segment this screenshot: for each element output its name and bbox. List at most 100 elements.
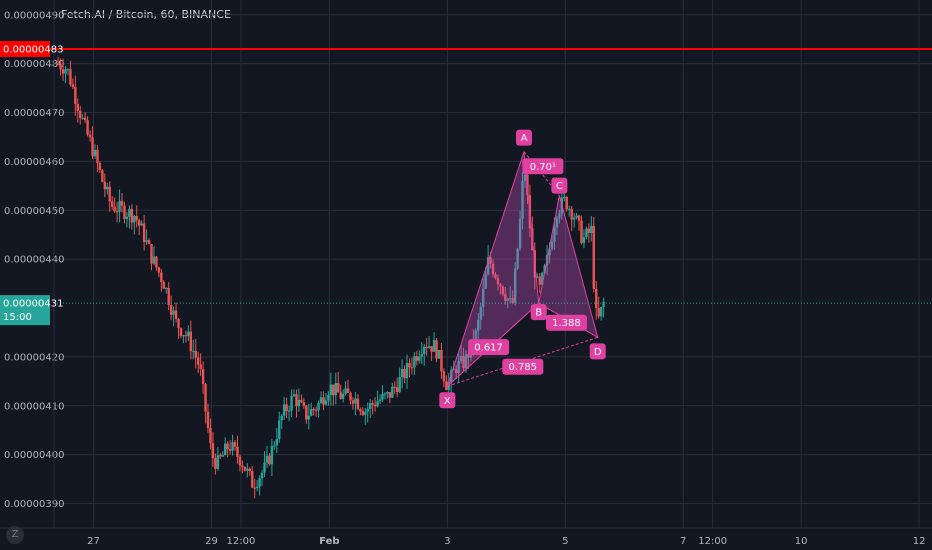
candle-body <box>123 205 126 220</box>
current-price-label: 0.00000431 <box>3 299 63 310</box>
pattern-ratio-badge <box>502 358 544 375</box>
candle-body <box>165 288 168 290</box>
candle-body <box>405 363 409 379</box>
candle-body <box>140 223 143 226</box>
candle-body <box>189 331 193 352</box>
y-tick-label: 0.00000480 <box>4 59 64 70</box>
pattern-point-b: B <box>535 308 542 319</box>
pattern-point-a: A <box>521 133 528 144</box>
candle-body <box>110 201 114 207</box>
candle-body <box>548 248 551 256</box>
candle-body <box>76 103 79 111</box>
candle-body <box>228 449 232 451</box>
candle-body <box>135 215 138 221</box>
candle-body <box>150 244 153 264</box>
pattern-ratio-label: 0.617 <box>474 343 503 354</box>
candle-body <box>435 340 438 359</box>
candle-body <box>516 248 519 269</box>
candle-body <box>415 356 419 361</box>
pattern-ratio-badge <box>522 158 564 175</box>
candle-body <box>408 363 411 368</box>
candle-body <box>413 356 416 368</box>
pattern-point-b-badge <box>530 304 547 321</box>
candle-body <box>201 369 205 384</box>
candle-body <box>322 397 325 405</box>
candle-body <box>368 403 372 409</box>
candle-body <box>400 369 404 377</box>
candle-body <box>81 117 84 119</box>
candle-body <box>93 149 97 157</box>
pattern-point-d: D <box>594 347 602 358</box>
candle-body <box>246 468 249 471</box>
candle-body <box>427 346 431 348</box>
x-tick-label: Feb <box>319 536 339 547</box>
candle-body <box>125 216 129 220</box>
y-tick-label: 0.00000470 <box>4 108 64 119</box>
pattern-ratio-badge <box>545 314 587 331</box>
candle-body <box>575 215 578 218</box>
candle-body <box>79 110 82 118</box>
candle-body <box>83 117 87 121</box>
candle-body <box>482 288 485 307</box>
candle-body <box>445 381 448 390</box>
candle-body <box>226 443 229 450</box>
candle-body <box>120 200 124 206</box>
candle-body <box>138 220 141 226</box>
candle-body <box>450 369 453 382</box>
candle-body <box>305 405 308 420</box>
candle-body <box>499 284 502 287</box>
candle-body <box>550 241 554 249</box>
candle-body <box>184 335 188 337</box>
tradingview-logo-icon[interactable]: Z <box>6 526 24 544</box>
candle-body <box>302 402 306 406</box>
candle-body <box>403 369 406 379</box>
candle-body <box>113 206 116 212</box>
candle-body <box>96 149 99 163</box>
candle-body <box>312 409 315 411</box>
candle-body <box>285 404 288 412</box>
candle-body <box>437 350 441 359</box>
x-tick-label: 12:00 <box>698 536 727 547</box>
candle-body <box>59 63 62 70</box>
candle-body <box>536 276 539 278</box>
candle-body <box>56 63 60 65</box>
candle-body <box>233 442 237 447</box>
y-tick-label: 0.00000460 <box>4 157 64 168</box>
candle-body <box>361 411 365 415</box>
candle-body <box>251 471 254 488</box>
candle-body <box>565 197 568 210</box>
y-tick-label: 0.00000400 <box>4 450 64 461</box>
candle-body <box>287 410 291 412</box>
candle-body <box>523 174 527 181</box>
candle-body <box>236 446 239 457</box>
candle-body <box>275 439 279 446</box>
x-tick-label: 27 <box>87 536 100 547</box>
candle-body <box>292 394 296 396</box>
current-price-badge <box>0 295 50 326</box>
candle-body <box>351 400 355 404</box>
candle-body <box>88 134 92 138</box>
x-tick-label: 10 <box>795 536 808 547</box>
resistance-badge <box>0 40 50 57</box>
candle-body <box>167 288 170 305</box>
candle-body <box>597 308 600 317</box>
candle-body <box>570 208 573 220</box>
candle-body <box>582 237 586 243</box>
candle-body <box>423 346 426 355</box>
candle-body <box>538 276 541 285</box>
candle-body <box>192 350 195 352</box>
candle-body <box>563 197 566 199</box>
candle-body <box>224 443 227 456</box>
candle-body <box>454 369 458 374</box>
candle-body <box>103 181 107 190</box>
candle-body <box>540 272 544 285</box>
candle-body <box>64 69 67 74</box>
candle-body <box>349 392 352 401</box>
candle-body <box>373 404 377 407</box>
candle-body <box>278 420 281 440</box>
x-tick-label: 7 <box>680 536 686 547</box>
candle-body <box>518 218 522 249</box>
candle-body <box>196 357 200 365</box>
y-tick-label: 0.00000490 <box>4 10 64 21</box>
